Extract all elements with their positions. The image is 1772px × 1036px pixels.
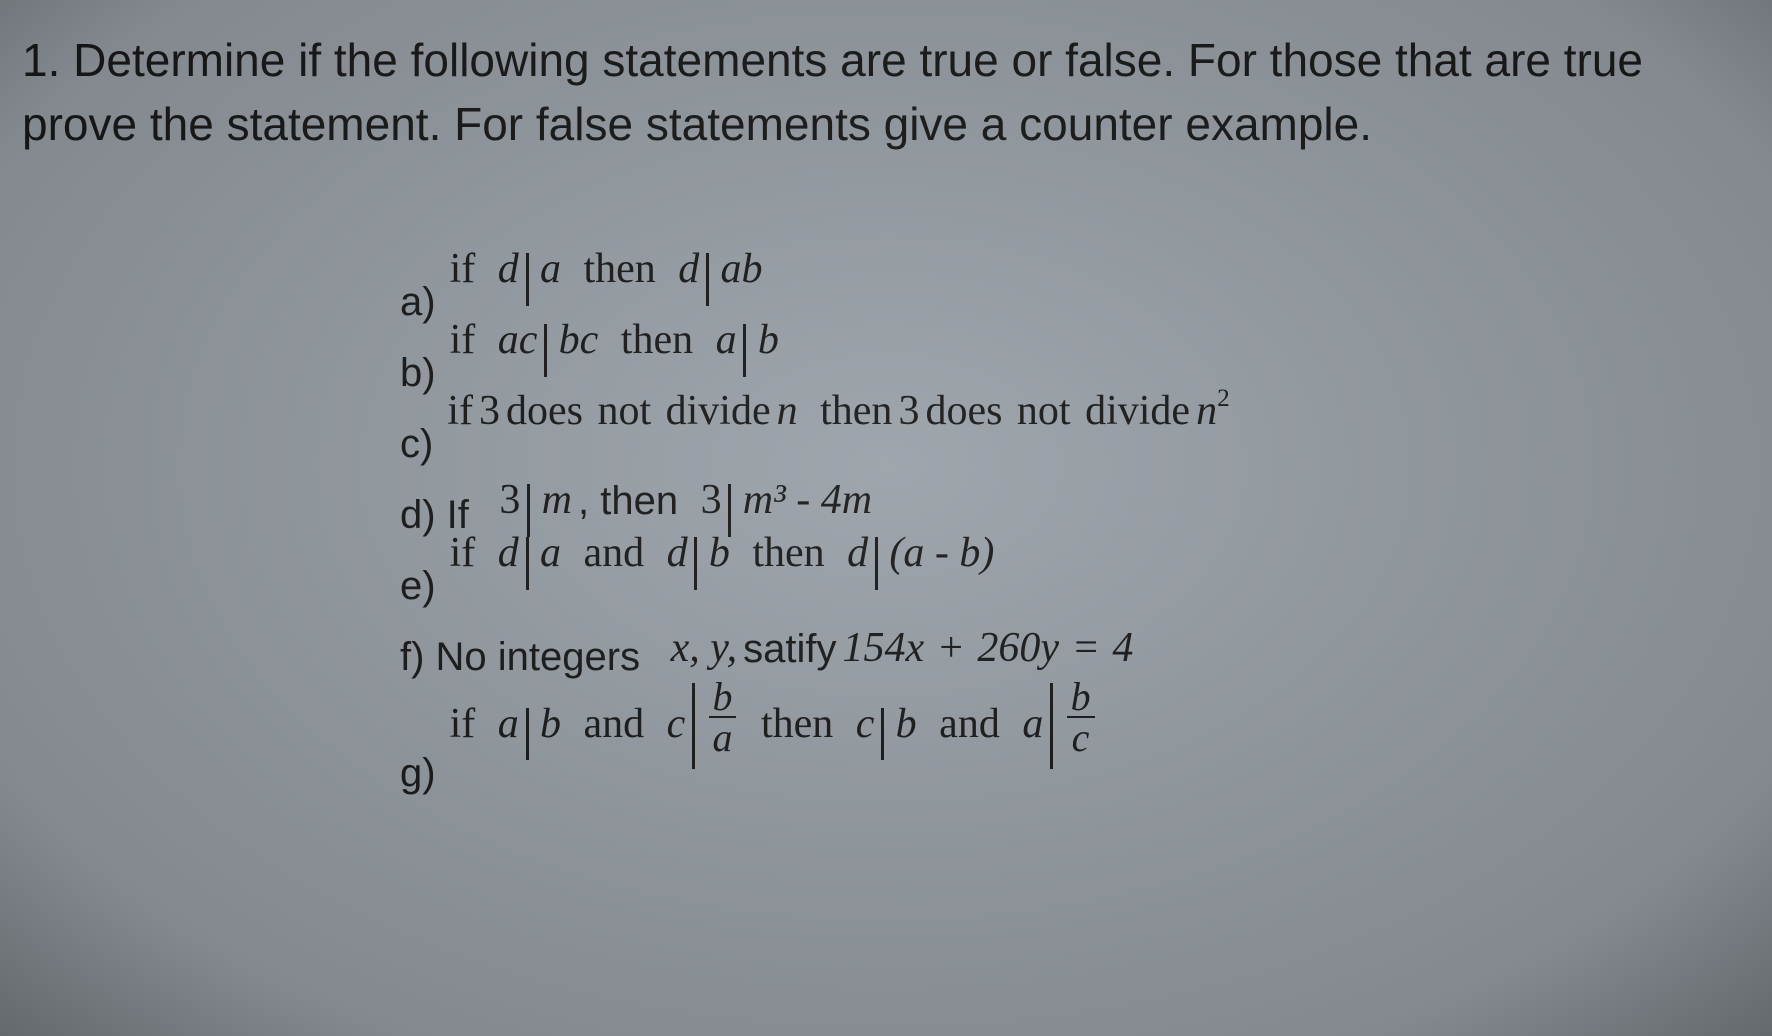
item-c: c) if 3 does not divide n then 3 does no… [400, 422, 1224, 471]
document-page: 1. Determine if the following statements… [0, 0, 1772, 1036]
fraction-b-over-a: b a [709, 677, 737, 759]
question-text: Determine if the following statements ar… [22, 34, 1643, 150]
item-a-math: if d a then d ab [450, 245, 763, 293]
item-d-math: 3 m , then 3 m³ - 4m [483, 476, 872, 524]
item-g-math: if a b and c b a then c b and a [450, 666, 1097, 748]
item-b-math: if ac bc then a b [450, 316, 779, 364]
fraction-b-over-c: b c [1067, 677, 1095, 759]
items-list: a) if d a then d ab b) if ac bc then [400, 280, 1224, 822]
item-g-label: g) [400, 751, 436, 800]
item-g: g) if a b and c b a then c b and [400, 718, 1224, 800]
item-e-math: if d a and d b then d (a - b) [450, 529, 995, 577]
item-f-math: x, y, satify 154x + 260y = 4 [654, 624, 1133, 672]
question-number: 1. [22, 34, 60, 86]
item-a-label: a) [400, 280, 436, 329]
question-stem: 1. Determine if the following statements… [22, 28, 1742, 157]
item-c-label: c) [400, 422, 433, 471]
item-c-math: if 3 does not divide n then 3 does not d… [447, 387, 1229, 435]
item-e: e) if d a and d b then d (a - b) [400, 564, 1224, 613]
item-b-label: b) [400, 351, 436, 400]
item-e-label: e) [400, 564, 436, 613]
